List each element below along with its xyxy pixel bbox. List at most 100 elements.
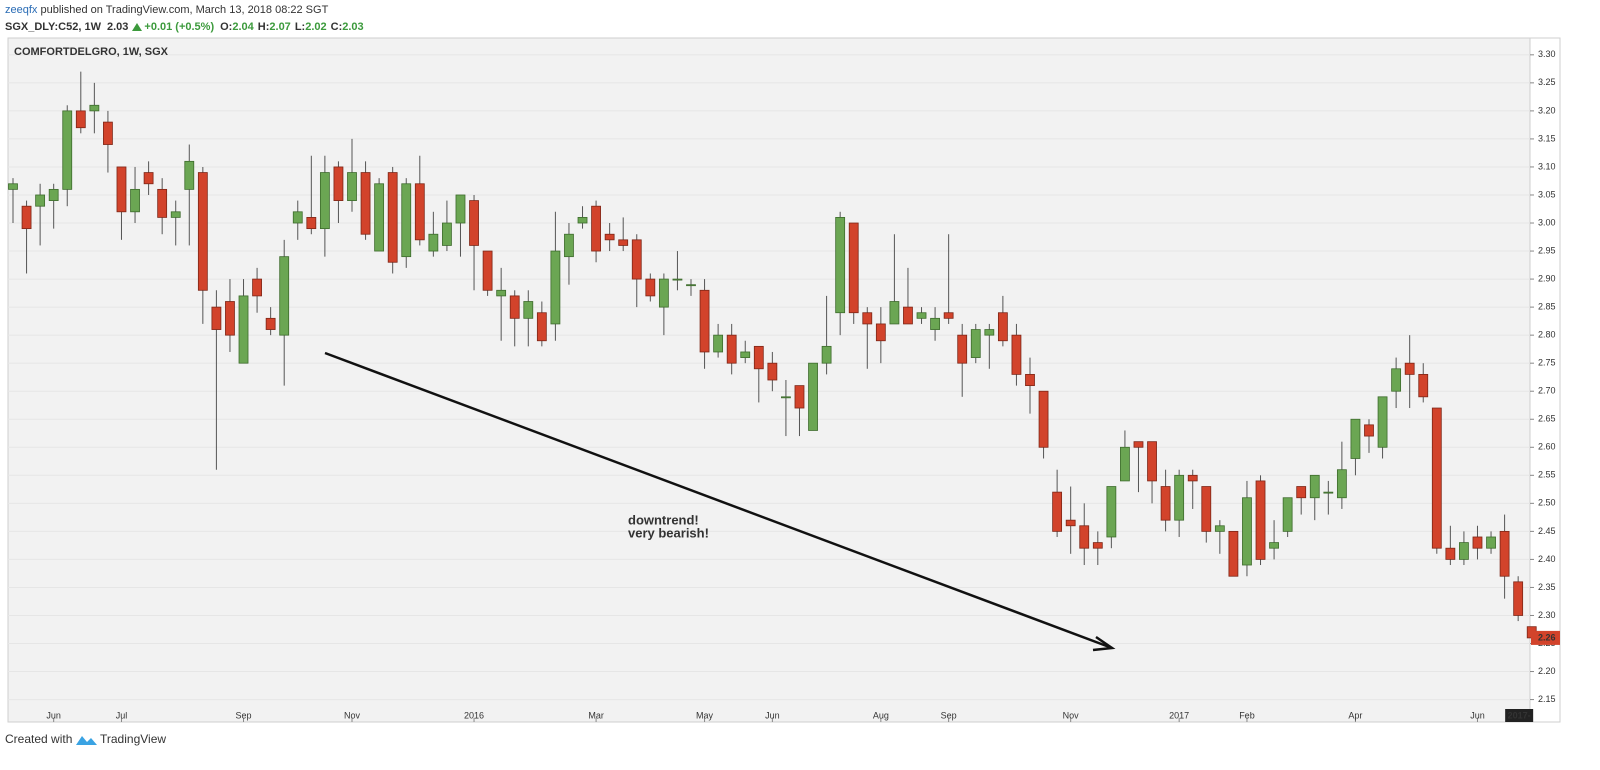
candle-body bbox=[1255, 480, 1266, 560]
x-tick-label: Jun bbox=[46, 710, 61, 720]
candle-body bbox=[469, 200, 479, 246]
candle-body bbox=[1269, 542, 1279, 549]
last-price-box bbox=[1531, 630, 1560, 645]
candle-body bbox=[1282, 497, 1293, 532]
y-tick-label: 2.95 bbox=[1538, 245, 1556, 255]
annotation: downtrend! bbox=[628, 512, 699, 527]
candle-body bbox=[848, 222, 859, 314]
candle-body bbox=[984, 329, 995, 336]
x-tick-label: Jun bbox=[765, 710, 780, 720]
candle-body bbox=[1106, 486, 1117, 538]
x-tick-label: Sep bbox=[236, 710, 252, 720]
candle-body bbox=[1242, 497, 1252, 566]
candle-body bbox=[930, 317, 940, 330]
annotation: very bearish! bbox=[628, 525, 709, 540]
candle-body bbox=[821, 345, 832, 364]
candle-body bbox=[1309, 474, 1320, 499]
header-line: zeeqfx published on TradingView.com, Mar… bbox=[5, 4, 329, 16]
candle-body bbox=[143, 172, 154, 185]
x-tick-label: Sep bbox=[941, 710, 957, 720]
candle-body bbox=[740, 351, 751, 358]
candle-body bbox=[1391, 368, 1402, 392]
candle-body bbox=[618, 239, 629, 246]
footer-brand[interactable]: TradingView bbox=[100, 732, 166, 746]
up-arrow-icon bbox=[132, 23, 142, 31]
y-tick-label: 3.05 bbox=[1538, 189, 1556, 199]
candle-body bbox=[767, 362, 778, 381]
candle-body bbox=[211, 306, 222, 330]
candle-body bbox=[726, 334, 737, 364]
candle-body bbox=[1364, 424, 1374, 437]
candle-body bbox=[916, 312, 927, 319]
candle-body bbox=[1160, 486, 1171, 521]
y-tick-label: 2.85 bbox=[1538, 301, 1556, 311]
brand-logo bbox=[76, 736, 97, 745]
candle-body bbox=[170, 211, 181, 218]
o-label: O: bbox=[220, 21, 232, 33]
candle-body bbox=[889, 301, 900, 325]
o-value: 2.04 bbox=[232, 21, 254, 33]
y-tick-label: 2.65 bbox=[1538, 414, 1556, 424]
candles bbox=[8, 71, 1537, 644]
chart-title: COMFORTDELGRO, 1W, SGX bbox=[14, 46, 169, 58]
candle-body bbox=[1133, 441, 1144, 448]
candle-body bbox=[1418, 373, 1429, 398]
y-tick-label: 3.25 bbox=[1538, 77, 1556, 87]
candle-body bbox=[496, 289, 507, 297]
candle-body bbox=[753, 345, 764, 370]
candle-body bbox=[1214, 525, 1225, 532]
candle-body bbox=[1377, 396, 1388, 448]
candle-body bbox=[835, 217, 846, 314]
candle-body bbox=[1120, 446, 1130, 482]
candle-body bbox=[713, 334, 724, 353]
candle-body bbox=[347, 172, 357, 201]
candle-body bbox=[536, 312, 547, 342]
candle-body bbox=[306, 217, 317, 230]
candle-body bbox=[794, 385, 805, 409]
axis-labels: 3.30 3.25 3.20 3.15 3.10 3.05 3.00 2.95 2.90 2.85… bbox=[46, 49, 1560, 722]
candle-body bbox=[781, 396, 791, 399]
y-tick-label: 2.20 bbox=[1538, 666, 1556, 676]
y-tick-label: 2.70 bbox=[1538, 386, 1556, 396]
y-tick-label: 2.50 bbox=[1538, 498, 1556, 508]
candle-body bbox=[1201, 486, 1212, 532]
candle-body bbox=[279, 256, 290, 336]
x-tick-label: Mar bbox=[588, 710, 604, 720]
candle-body bbox=[1025, 373, 1035, 387]
cursor-label: 2017- bbox=[1508, 710, 1531, 720]
candle-body bbox=[686, 284, 696, 287]
y-tick-label: 2.40 bbox=[1538, 554, 1556, 564]
last-price-label: 2.26 bbox=[1538, 632, 1556, 642]
candle-body bbox=[658, 278, 669, 308]
cursor-box bbox=[1505, 709, 1534, 722]
candle-body bbox=[292, 211, 303, 224]
candle-body bbox=[1350, 418, 1361, 459]
candle-body bbox=[1472, 536, 1483, 549]
y-tick-label: 2.35 bbox=[1538, 582, 1556, 592]
footer-created: Created with bbox=[5, 732, 72, 746]
candle-body bbox=[970, 329, 981, 358]
c-label: C: bbox=[331, 21, 343, 33]
candle-body bbox=[672, 278, 683, 281]
price-axis bbox=[1529, 37, 1561, 723]
x-tick-label: Jun bbox=[1470, 710, 1485, 720]
candle-body bbox=[442, 222, 452, 246]
symbol-line: SGX_DLY:C52, 1W 2.03 +0.01 (+0.5%) O:2.04 H:… bbox=[5, 21, 364, 33]
candle-body bbox=[89, 104, 100, 112]
candle-body bbox=[604, 233, 615, 241]
candle-body bbox=[1065, 519, 1076, 527]
candle-body bbox=[238, 295, 249, 364]
candle-body bbox=[1147, 441, 1157, 482]
candle-body bbox=[1459, 542, 1469, 560]
x-tick-label: 2017 bbox=[1169, 710, 1189, 720]
candle-body bbox=[428, 233, 439, 252]
y-tick-label: 2.45 bbox=[1538, 526, 1556, 536]
symbol: SGX_DLY:C52, 1W bbox=[5, 21, 102, 33]
author[interactable]: zeeqfx bbox=[5, 4, 38, 16]
candle-body bbox=[252, 278, 262, 297]
y-tick-label: 2.15 bbox=[1538, 694, 1556, 704]
candle-body bbox=[414, 183, 425, 241]
trend-arrow bbox=[324, 351, 1113, 650]
candle-body bbox=[225, 301, 235, 336]
